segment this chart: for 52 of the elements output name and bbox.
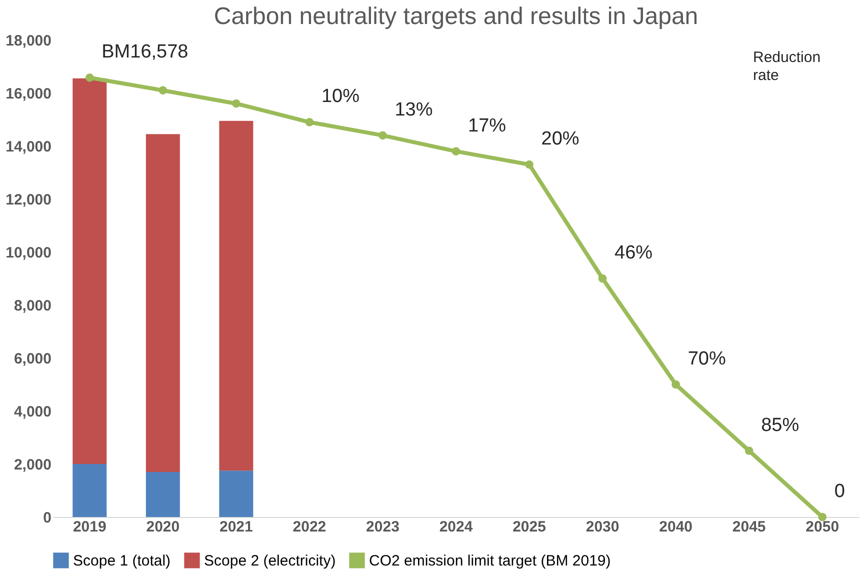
bar: [146, 472, 180, 517]
bar: [219, 120, 254, 471]
annotation: 13%: [394, 99, 433, 120]
y-tick-label: 8,000: [14, 298, 52, 314]
bar: [72, 78, 107, 464]
x-tick-label: 2019: [72, 518, 106, 536]
x-tick-label: 2045: [732, 518, 766, 536]
x-tick-label: 2022: [292, 518, 326, 536]
annotation: 10%: [321, 86, 360, 108]
point: [598, 274, 607, 283]
point: [818, 512, 827, 522]
y-tick-label: 10,000: [6, 244, 52, 262]
legend-label: Scope 2 (electricity): [204, 552, 336, 570]
annotation: 0: [834, 481, 845, 502]
point: [158, 86, 168, 95]
bar: [72, 464, 107, 517]
x-tick-label: 2030: [586, 518, 620, 536]
point: [232, 99, 240, 108]
annotation: 46%: [614, 242, 653, 264]
bar: [219, 470, 254, 517]
point: [744, 446, 754, 455]
point: [85, 74, 94, 82]
y-tick-label: 4,000: [14, 404, 52, 420]
chart-title: Carbon neutrality targets and results in Japan: [214, 3, 698, 30]
x-tick-label: 2023: [366, 518, 400, 536]
annotation: Reduction rate: [753, 49, 821, 84]
legend-label: Scope 1 (total): [73, 552, 171, 570]
y-tick-label: 0: [43, 510, 52, 526]
annotation: 70%: [688, 348, 726, 370]
x-tick-label: 2050: [806, 518, 840, 536]
y-tick-label: 12,000: [6, 192, 52, 208]
point: [305, 118, 314, 126]
annotation: 85%: [761, 414, 800, 436]
x-tick-label: 2025: [512, 518, 546, 536]
point: [525, 160, 534, 169]
annotation: 17%: [468, 115, 506, 136]
y-tick-label: 6,000: [14, 350, 52, 368]
point: [452, 147, 460, 156]
legend-label: CO2 emission limit target (BM 2019): [369, 552, 611, 570]
y-tick-label: 18,000: [6, 32, 52, 50]
bar: [146, 134, 180, 472]
y-tick-label: 16,000: [6, 86, 52, 102]
y-tick-label: 14,000: [6, 138, 52, 156]
point: [378, 131, 387, 140]
point: [672, 380, 680, 389]
y-tick-label: 2,000: [14, 456, 52, 474]
x-tick-label: 2024: [439, 518, 474, 536]
annotation: 20%: [541, 128, 580, 150]
annotation: BM16,578: [102, 42, 188, 63]
x-tick-label: 2021: [219, 518, 253, 536]
x-tick-label: 2020: [146, 518, 180, 536]
x-tick-label: 2040: [659, 518, 693, 536]
